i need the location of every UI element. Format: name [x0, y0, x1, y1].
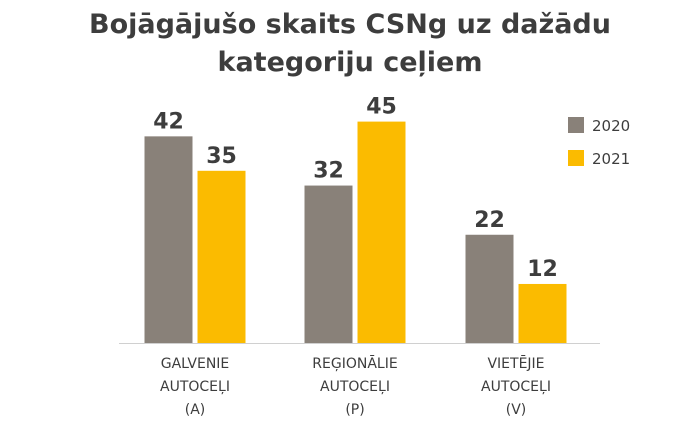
category-label-2-line-0: VIETĒJIE — [487, 355, 544, 372]
category-label-2-line-2: (V) — [506, 402, 527, 418]
chart-title: Bojāgājušo skaits CSNg uz dažādu kategor… — [0, 6, 700, 82]
bar-2021-cat-0 — [197, 170, 246, 343]
value-label-2020-cat-2: 22 — [474, 208, 505, 233]
value-label-2021-cat-0: 35 — [206, 144, 237, 169]
value-label-2021-cat-2: 12 — [527, 257, 558, 282]
legend-label-2021: 2021 — [592, 150, 630, 168]
legend-label-2020: 2020 — [592, 117, 630, 135]
value-labels-layer: 42 35 32 45 22 12 — [153, 95, 558, 282]
category-label-1-line-0: REĢIONĀLIE — [312, 355, 397, 372]
value-label-2020-cat-0: 42 — [153, 109, 184, 134]
bar-2020-cat-1 — [304, 185, 353, 343]
legend: 2020 2021 — [568, 117, 630, 168]
category-label-0-line-2: (A) — [185, 402, 206, 418]
category-label-1-line-2: (P) — [345, 402, 364, 418]
bar-2020-cat-0 — [144, 136, 193, 343]
bars-layer — [144, 121, 567, 343]
value-label-2021-cat-1: 45 — [366, 95, 397, 120]
legend-swatch-2020 — [568, 117, 584, 133]
category-label-2-line-1: AUTOCEĻI — [481, 379, 551, 395]
category-label-0-line-1: AUTOCEĻI — [160, 379, 230, 395]
chart-title-line-2: kategoriju ceļiem — [217, 47, 483, 78]
legend-swatch-2021 — [568, 150, 584, 166]
value-label-2020-cat-1: 32 — [313, 159, 344, 184]
bar-2021-cat-1 — [357, 121, 406, 343]
chart-title-line-1: Bojāgājušo skaits CSNg uz dažādu — [89, 9, 611, 40]
category-label-1-line-1: AUTOCEĻI — [320, 379, 390, 395]
category-labels-layer: GALVENIE AUTOCEĻI (A) REĢIONĀLIE AUTOCEĻI (P)… — [160, 355, 551, 418]
category-label-0-line-0: GALVENIE — [161, 356, 230, 372]
bar-2021-cat-2 — [518, 283, 567, 343]
bar-2020-cat-2 — [465, 234, 514, 343]
